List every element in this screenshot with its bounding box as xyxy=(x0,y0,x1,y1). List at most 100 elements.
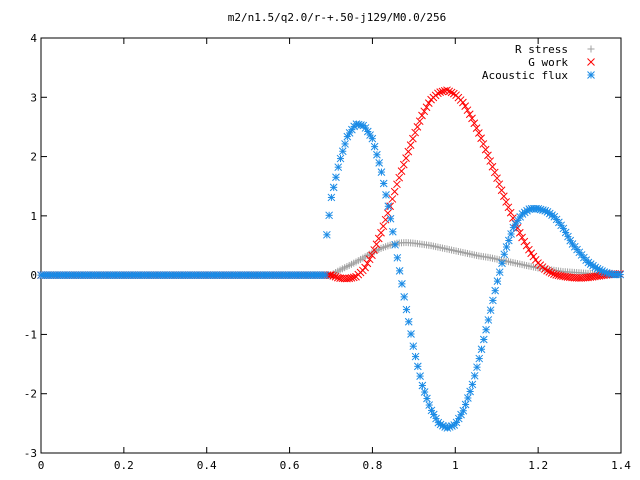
data-point xyxy=(547,269,556,277)
data-point xyxy=(470,371,479,380)
data-point xyxy=(531,255,540,264)
y-tick-label: 0 xyxy=(30,269,37,282)
data-point xyxy=(382,191,390,199)
data-point xyxy=(418,111,426,120)
data-point xyxy=(390,187,399,196)
data-point xyxy=(365,255,374,264)
data-point xyxy=(470,119,479,128)
data-point xyxy=(472,124,481,133)
data-point xyxy=(402,305,411,314)
data-point xyxy=(495,180,504,189)
data-point xyxy=(388,195,397,203)
data-point xyxy=(459,98,467,107)
x-tick-label: 0.8 xyxy=(362,459,382,472)
y-tick-label: 3 xyxy=(30,91,37,104)
data-point xyxy=(411,128,420,137)
data-point xyxy=(393,253,402,262)
data-point xyxy=(407,330,415,338)
data-point xyxy=(416,372,424,380)
data-point xyxy=(486,306,495,315)
data-point xyxy=(402,154,410,162)
data-point xyxy=(477,345,486,354)
data-point xyxy=(345,274,354,283)
data-point xyxy=(525,245,533,254)
data-point xyxy=(506,208,515,217)
legend-marker xyxy=(587,45,595,53)
data-point xyxy=(363,259,372,268)
data-point xyxy=(475,354,484,363)
data-point xyxy=(515,228,524,237)
y-tick-label: -1 xyxy=(24,328,37,341)
data-point xyxy=(332,173,340,182)
legend-label: Acoustic flux xyxy=(482,69,568,82)
data-point xyxy=(463,106,472,115)
data-point xyxy=(423,394,431,403)
data-point xyxy=(370,246,379,254)
legend-marker xyxy=(587,58,595,66)
data-point xyxy=(323,230,331,239)
data-point xyxy=(399,160,408,169)
data-point xyxy=(461,102,470,110)
data-point xyxy=(384,202,393,211)
data-point xyxy=(477,134,485,143)
data-point xyxy=(391,240,399,249)
data-point xyxy=(329,272,338,280)
data-point xyxy=(616,270,625,279)
data-point xyxy=(443,86,451,95)
data-point xyxy=(377,168,386,176)
plot-area xyxy=(37,86,625,432)
data-point xyxy=(424,99,433,108)
data-point xyxy=(465,110,474,119)
data-point xyxy=(409,342,418,351)
data-point xyxy=(493,277,502,286)
data-point xyxy=(504,236,513,245)
data-point xyxy=(420,107,429,116)
data-point xyxy=(484,151,492,160)
data-point xyxy=(373,150,381,159)
chart-title: m2/n1.5/q2.0/r-+.50-j129/M0.0/256 xyxy=(228,11,447,24)
data-point xyxy=(436,88,445,96)
data-point xyxy=(404,317,413,326)
y-tick-label: -3 xyxy=(24,447,37,460)
legend-marker xyxy=(587,71,595,79)
data-point xyxy=(368,251,376,260)
data-point xyxy=(374,234,383,243)
data-point xyxy=(361,263,369,272)
legend-label: G work xyxy=(528,56,568,69)
data-point xyxy=(434,89,442,98)
data-point xyxy=(473,363,481,372)
data-point xyxy=(395,173,404,182)
x-tick-label: 1.4 xyxy=(611,459,631,472)
data-point xyxy=(427,406,436,415)
data-point xyxy=(491,286,500,295)
data-point xyxy=(468,114,476,123)
data-point xyxy=(375,159,384,167)
data-point xyxy=(331,272,340,281)
data-point xyxy=(464,394,472,402)
data-point xyxy=(502,243,511,251)
data-point xyxy=(495,268,504,277)
data-point xyxy=(490,168,499,177)
axes-layer: -3 -2 -1 0 1 2 3 4 0 0.2 0.4 0.6 0.8 1 1.2 1.4 xyxy=(24,32,632,472)
data-point xyxy=(482,325,490,334)
data-point xyxy=(418,381,427,390)
data-point xyxy=(334,163,343,172)
data-point xyxy=(438,87,447,96)
data-point xyxy=(489,296,497,305)
data-point xyxy=(484,316,493,324)
data-point xyxy=(370,142,379,151)
y-tick-label: -2 xyxy=(24,388,37,401)
data-point xyxy=(398,280,406,288)
x-tick-label: 0.6 xyxy=(280,459,300,472)
y-tick-label: 4 xyxy=(30,32,37,45)
data-point xyxy=(411,352,420,361)
data-point xyxy=(338,147,347,156)
data-point xyxy=(413,123,422,131)
x-tick-label: 1 xyxy=(452,459,459,472)
data-point xyxy=(545,268,554,276)
data-point xyxy=(447,88,456,97)
data-point xyxy=(488,162,497,171)
series-acoustic-flux xyxy=(37,120,625,432)
